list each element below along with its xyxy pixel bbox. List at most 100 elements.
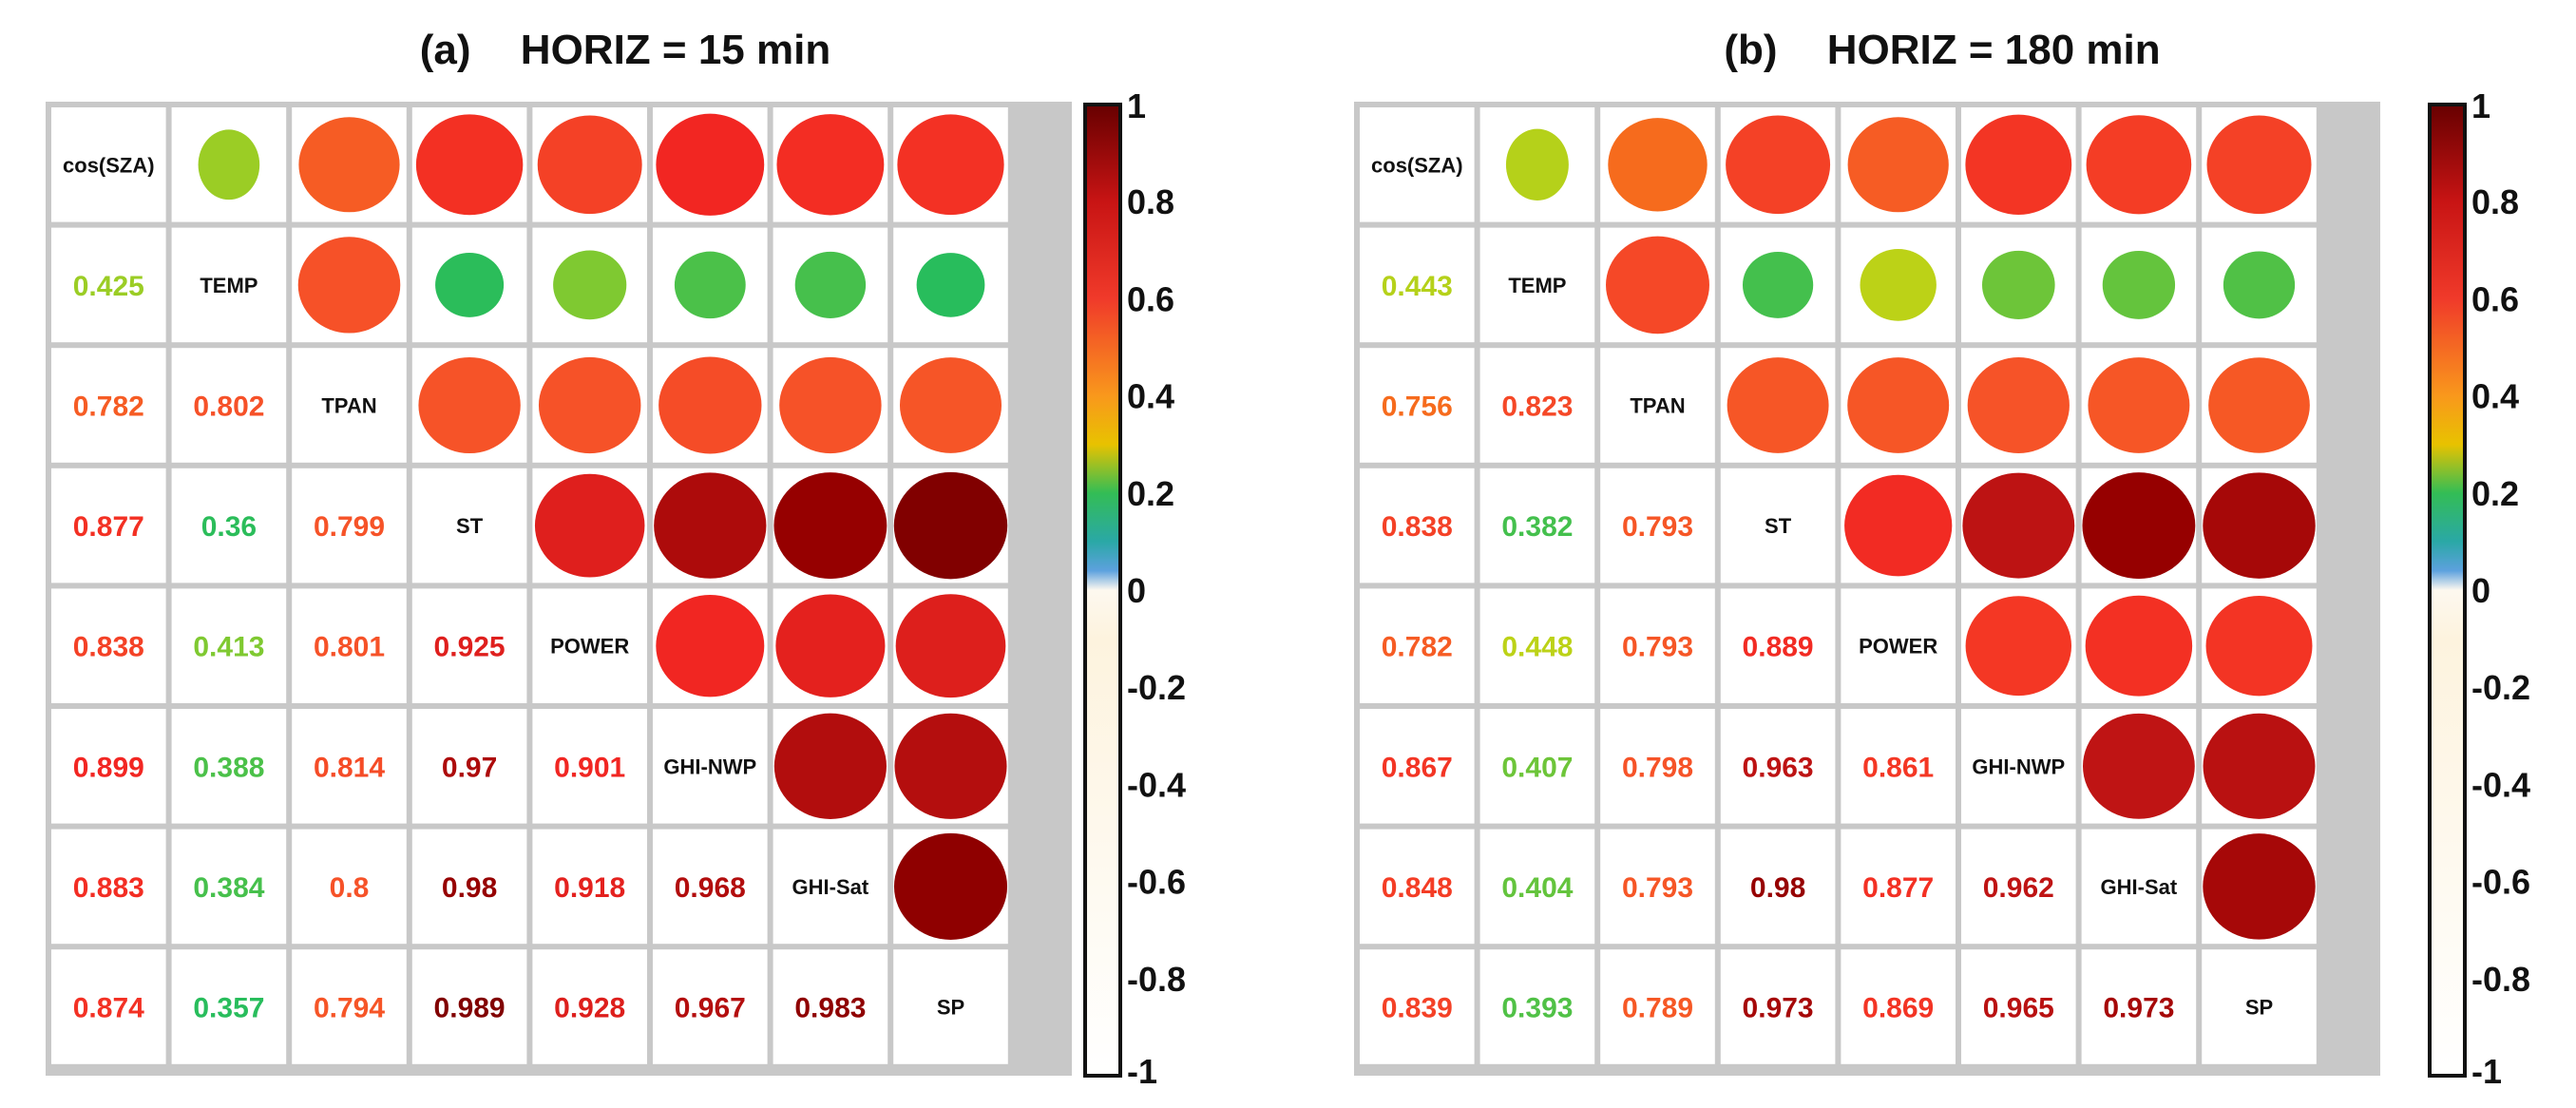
- panel-b-colorbar-tick-7: -0.4: [2471, 765, 2530, 804]
- panel-b-coef-ghi-sat-cos-sza: 0.848: [1382, 872, 1453, 904]
- panel-a-coef-sp-st: 0.989: [434, 993, 506, 1024]
- panel-b-cell-1-1: [1479, 227, 1595, 343]
- panel-a-cell-1-0: [51, 227, 166, 343]
- panel-b-coef-ghi-sat-ghi-nwp: 0.962: [1983, 872, 2054, 904]
- panel-b-coef-sp-cos-sza: 0.839: [1382, 993, 1453, 1024]
- panel-b-title-text: HORIZ = 180 min: [1827, 27, 2161, 73]
- panel-b-coef-power-tpan: 0.793: [1622, 632, 1693, 663]
- panel-a-cell-7-3: [411, 949, 527, 1064]
- panel-b-circle-power-ghi-nwp: [1965, 596, 2072, 697]
- panel-a-cell-6-6: [773, 829, 888, 945]
- panel-a-coef-temp-cos-sza: 0.425: [73, 271, 144, 302]
- panel-b-diag-label-sp: SP: [2245, 996, 2273, 1020]
- panel-a-circle-tpan-ghi-sat: [779, 356, 882, 454]
- panel-a-coef-power-temp: 0.413: [193, 632, 264, 663]
- panel-b-circle-tpan-ghi-nwp: [1967, 356, 2070, 454]
- panel-a-cell-7-0: [51, 949, 166, 1064]
- panel-a-circle-ghi-nwp-ghi-sat: [773, 713, 887, 819]
- panel-b-diag-label-ghi-nwp: GHI-NWP: [1972, 755, 2065, 778]
- panel-b-diag-label-temp: TEMP: [1508, 274, 1566, 297]
- panel-b-cell-4-4: [1841, 588, 1956, 703]
- panel-b-colorbar-tick-4: 0.2: [2471, 474, 2519, 513]
- panel-a-coef-st-tpan: 0.799: [314, 511, 385, 543]
- panel-a-cell-4-2: [292, 588, 407, 703]
- panel-b-circle-cos-sza-sp: [2206, 115, 2312, 215]
- panel-b-circle-tpan-ghi-sat: [2088, 357, 2190, 453]
- panel-b-circle-temp-power: [1860, 249, 1937, 321]
- panel-a-coef-sp-tpan: 0.794: [314, 993, 385, 1024]
- panel-b-cell-3-1: [1479, 468, 1595, 583]
- panel-b-colorbar-tick-1: 0.8: [2471, 182, 2519, 221]
- panel-a-circle-temp-ghi-sat: [794, 251, 867, 318]
- panel-a-coef-sp-temp: 0.357: [193, 993, 264, 1024]
- panel-b-colorbar-tick-2: 0.6: [2471, 279, 2519, 318]
- panel-a-coef-st-cos-sza: 0.877: [73, 511, 144, 543]
- panel-b-coef-tpan-cos-sza: 0.756: [1382, 392, 1453, 423]
- panel-a-circle-st-ghi-sat: [773, 472, 887, 580]
- panel-a-diag-label-tpan: TPAN: [321, 394, 376, 418]
- panel-b-circle-cos-sza-ghi-nwp: [1965, 114, 2072, 215]
- panel-b-title: (b) HORIZ = 180 min: [1724, 27, 2160, 73]
- panel-a-circle-power-sp: [895, 594, 1006, 698]
- panel-b-circle-power-ghi-sat: [2085, 595, 2193, 697]
- panel-b-cell-5-0: [1360, 709, 1475, 824]
- panel-a-cell-5-1: [171, 709, 287, 824]
- panel-b-cell-3-2: [1600, 468, 1715, 583]
- panel-a-colorbar-tick-5: 0: [1127, 571, 1146, 610]
- panel-a-cell-2-1: [171, 348, 287, 463]
- panel-a-diag-label-power: POWER: [550, 635, 629, 659]
- panel-a-cell-5-2: [292, 709, 407, 824]
- panel-a-circle-st-ghi-nwp: [654, 472, 767, 579]
- panel-b-diag-label-power: POWER: [1859, 635, 1937, 659]
- panel-a-colorbar: 1 0.8 0.6 0.4 0.2 0 -0.2 -0.4 -0.6 -0.8 -1: [1083, 86, 1186, 1091]
- panel-b-cell-7-0: [1360, 949, 1475, 1064]
- panel-a-colorbar-tick-8: -0.6: [1127, 863, 1186, 902]
- panel-a-cell-4-1: [171, 588, 287, 703]
- panel-a-coef-ghi-sat-temp: 0.384: [193, 872, 264, 904]
- panel-a-cell-7-7: [893, 949, 1008, 1064]
- panel-a-circle-power-ghi-sat: [775, 594, 886, 697]
- panel-a-coef-sp-power: 0.928: [554, 993, 625, 1024]
- panel-b-coef-sp-ghi-sat: 0.973: [2103, 993, 2174, 1024]
- panel-a-cell-4-4: [532, 588, 647, 703]
- panel-b-circle-st-ghi-sat: [2082, 472, 2196, 580]
- panel-a-colorbar-fill: [1085, 105, 1120, 1076]
- panel-b-coef-temp-cos-sza: 0.443: [1382, 271, 1453, 302]
- panel-a-coef-power-tpan: 0.801: [314, 632, 385, 663]
- panel-b-colorbar-ticks: 1 0.8 0.6 0.4 0.2 0 -0.2 -0.4 -0.6 -0.8 -1: [2471, 86, 2530, 1091]
- panel-a-coef-ghi-sat-cos-sza: 0.883: [73, 872, 144, 904]
- panel-a-cell-6-0: [51, 829, 166, 945]
- panel-b-coef-ghi-nwp-tpan: 0.798: [1622, 752, 1693, 783]
- panel-b: (b) HORIZ = 180 min cos(SZA) 0.443 TEMP 0.7…: [1354, 27, 2530, 1091]
- panel-b-cell-1-0: [1360, 227, 1475, 343]
- panel-b-circle-st-power: [1844, 474, 1953, 577]
- panel-b-circle-ghi-nwp-sp: [2203, 713, 2316, 819]
- panel-b-coef-ghi-nwp-power: 0.861: [1862, 752, 1934, 783]
- panel-a-coef-ghi-sat-power: 0.918: [554, 872, 625, 904]
- panel-a-colorbar-tick-4: 0.2: [1127, 474, 1174, 513]
- panel-b-circle-temp-sp: [2223, 251, 2296, 319]
- panel-b-circle-temp-ghi-nwp: [1981, 250, 2055, 319]
- panel-a-colorbar-frame: [1083, 103, 1122, 1078]
- panel-b-cell-2-0: [1360, 348, 1475, 463]
- panel-a-cell-5-5: [653, 709, 768, 824]
- panel-a-cell-7-6: [773, 949, 888, 1064]
- panel-b-cell-7-5: [1961, 949, 2076, 1064]
- panel-a-coef-ghi-nwp-power: 0.901: [554, 752, 625, 783]
- panel-a-cell-5-0: [51, 709, 166, 824]
- panel-a-cell-3-1: [171, 468, 287, 583]
- panel-b-cell-7-3: [1720, 949, 1836, 1064]
- panel-b-cell-7-4: [1841, 949, 1956, 1064]
- panel-b-colorbar-tick-3: 0.4: [2471, 377, 2519, 416]
- panel-a-coef-power-st: 0.925: [434, 632, 506, 663]
- panel-a-title: (a) HORIZ = 15 min: [420, 27, 830, 73]
- panel-a-circle-cos-sza-tpan: [298, 117, 400, 213]
- panel-a-cell-6-5: [653, 829, 768, 945]
- panel-a-circle-temp-power: [553, 250, 627, 320]
- panel-a-circle-temp-ghi-nwp: [674, 251, 746, 319]
- panel-b-cell-2-1: [1479, 348, 1595, 463]
- panel-a-coef-ghi-nwp-temp: 0.388: [193, 752, 264, 783]
- panel-a-cell-3-2: [292, 468, 407, 583]
- panel-b-circle-ghi-nwp-ghi-sat: [2083, 713, 2195, 819]
